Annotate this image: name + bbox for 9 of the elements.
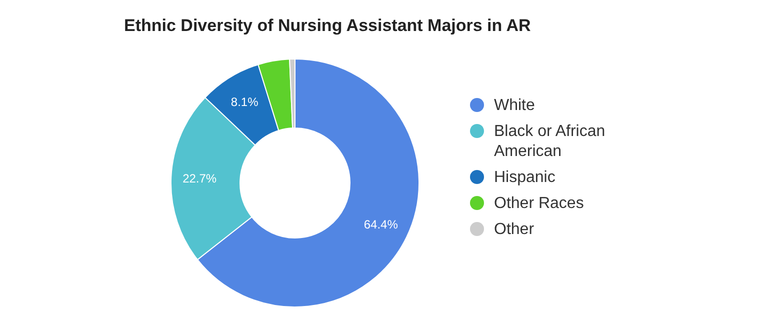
data-label: 64.4% <box>364 218 398 232</box>
chart-title: Ethnic Diversity of Nursing Assistant Majors in AR <box>124 16 531 36</box>
data-label: 8.1% <box>230 94 259 109</box>
legend-label: Hispanic <box>494 168 556 188</box>
legend-label: Other <box>494 220 534 240</box>
data-label: 22.7% <box>182 172 217 186</box>
legend-label: Other Races <box>494 194 584 214</box>
legend-label: Black or African American <box>494 122 606 162</box>
legend-label: White <box>494 96 535 116</box>
